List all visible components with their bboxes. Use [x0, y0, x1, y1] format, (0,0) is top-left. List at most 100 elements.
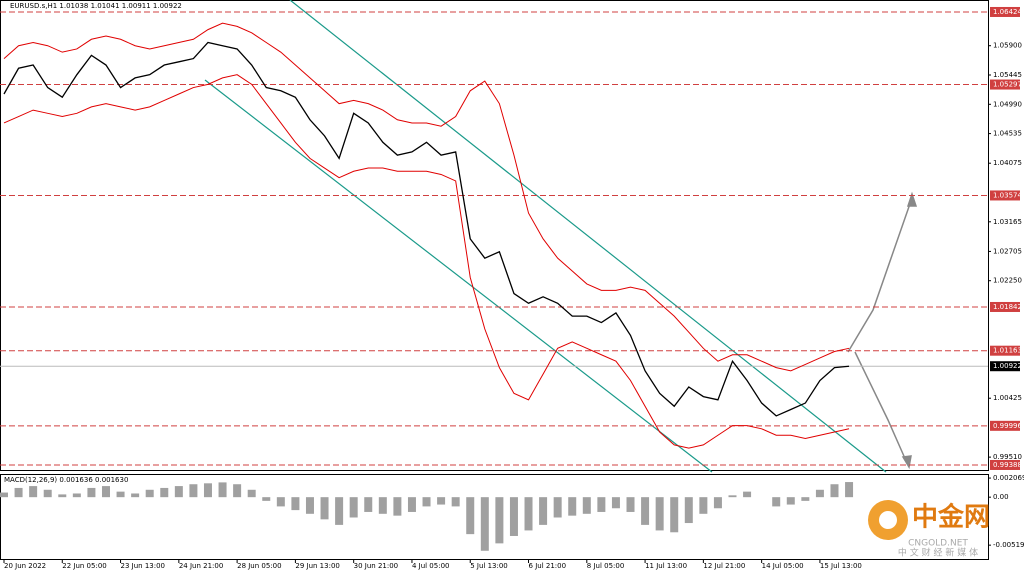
- macd-bar: [116, 491, 125, 498]
- macd-bar: [495, 497, 504, 544]
- macd-bar: [335, 497, 344, 525]
- chart-title: EURUSD.s,H1 1.01038 1.01041 1.00911 1.00…: [10, 2, 182, 10]
- logo-text: 中金网: [912, 502, 990, 533]
- macd-bar: [466, 497, 475, 535]
- x-tick-label: 20 Jun 2022: [4, 562, 46, 570]
- level-label: 0.99388: [993, 461, 1022, 469]
- x-tick-label: 14 Jul 05:00: [762, 562, 804, 570]
- level-label-bg: [990, 420, 1020, 431]
- macd-bar: [131, 493, 140, 498]
- macd-bar: [29, 486, 38, 498]
- x-tick-label: 5 Jul 13:00: [470, 562, 508, 570]
- y-tick-label: 1.04075: [993, 159, 1022, 167]
- y-tick-label: 1.02250: [993, 277, 1022, 285]
- y-tick-label: 1.02705: [993, 247, 1022, 255]
- y-tick-label: 1.05445: [993, 71, 1022, 79]
- arrow-head: [906, 191, 918, 207]
- y-tick-label: 1.00425: [993, 394, 1022, 402]
- macd-bar: [58, 494, 67, 498]
- macd-bar: [524, 497, 533, 531]
- macd-bar: [743, 491, 752, 498]
- channel-lower: [204, 79, 713, 473]
- level-label-bg: [990, 301, 1020, 312]
- current-label-bg: [990, 361, 1020, 372]
- macd-bar: [378, 497, 387, 514]
- level-label: 0.99996: [993, 422, 1022, 430]
- current-label: 1.00922: [993, 362, 1022, 370]
- macd-bar: [174, 486, 183, 498]
- macd-bar: [815, 489, 824, 498]
- macd-bar: [582, 497, 591, 514]
- macd-bar: [0, 492, 8, 498]
- macd-bar: [597, 497, 606, 512]
- level-label-bg: [990, 6, 1020, 17]
- y-tick-label: 1.05900: [993, 42, 1022, 50]
- macd-bar: [87, 487, 96, 498]
- macd-bar: [713, 497, 722, 509]
- macd-bar: [611, 497, 620, 509]
- macd-bar: [553, 497, 562, 518]
- logo-inner: [879, 511, 897, 529]
- macd-bar: [539, 497, 548, 525]
- x-tick-label: 12 Jul 21:00: [703, 562, 745, 570]
- level-label: 1.01842: [993, 303, 1022, 311]
- y-tick-label: 0.99510: [993, 453, 1022, 461]
- macd-title: MACD(12,26,9) 0.001636 0.001630: [4, 476, 128, 484]
- macd-bar: [189, 484, 198, 498]
- level-label-bg: [990, 190, 1020, 201]
- macd-bar: [160, 487, 169, 498]
- y-tick-label: 1.04535: [993, 130, 1022, 138]
- x-tick-label: 30 Jun 21:00: [354, 562, 398, 570]
- macd-bar: [509, 497, 518, 536]
- macd-bar: [291, 497, 300, 511]
- main-frame: [0, 0, 989, 471]
- channel-upper: [289, 0, 887, 473]
- price-line: [3, 41, 850, 417]
- macd-bar: [684, 497, 693, 524]
- macd-bar: [218, 482, 227, 498]
- macd-bar: [670, 497, 679, 533]
- macd-bar: [203, 483, 212, 498]
- macd-bar: [699, 497, 708, 514]
- macd-bar: [568, 497, 577, 516]
- macd-bar: [393, 497, 402, 516]
- x-tick-label: 24 Jun 21:00: [179, 562, 223, 570]
- band-line: [3, 74, 850, 449]
- channel: [204, 0, 887, 473]
- watermark: 中金网 CNGOLD.NET 中 文 财 经 新 媒 体: [868, 500, 990, 559]
- level-label: 1.05297: [993, 81, 1022, 89]
- x-tick-label: 8 Jul 05:00: [587, 562, 625, 570]
- macd-bar: [14, 487, 23, 498]
- arrow-down: [854, 351, 908, 464]
- macd-bar: [422, 497, 431, 507]
- macd-bar: [407, 497, 416, 512]
- macd-bar: [276, 497, 285, 507]
- macd-bar: [43, 489, 52, 498]
- x-tick-label: 28 Jun 05:00: [237, 562, 281, 570]
- macd-bar: [641, 497, 650, 525]
- level-label-bg: [990, 345, 1020, 356]
- macd-bar: [786, 497, 795, 505]
- macd-bar: [480, 497, 489, 551]
- level-label: 1.03574: [993, 191, 1022, 199]
- level-label: 1.01163: [993, 347, 1022, 355]
- macd-bar: [247, 489, 256, 498]
- macd-frame: [0, 474, 989, 560]
- macd-bar: [233, 484, 242, 498]
- x-tick-label: 6 Jul 21:00: [529, 562, 567, 570]
- macd-bar: [101, 486, 110, 498]
- macd-bar: [626, 497, 635, 512]
- y-tick-label: 0.002069: [993, 474, 1024, 482]
- y-tick-label: -0.005193: [993, 541, 1024, 549]
- macd-bar: [830, 484, 839, 498]
- macd-bar: [655, 497, 664, 531]
- macd-bar: [72, 493, 81, 498]
- macd-bar: [728, 495, 737, 498]
- y-tick-label: 1.03165: [993, 218, 1022, 226]
- macd-bar: [772, 497, 781, 507]
- y-tick-label: 1.04990: [993, 100, 1022, 108]
- forecast-arrows: [847, 191, 918, 470]
- x-tick-label: 11 Jul 13:00: [645, 562, 687, 570]
- level-label: 1.06424: [993, 8, 1022, 16]
